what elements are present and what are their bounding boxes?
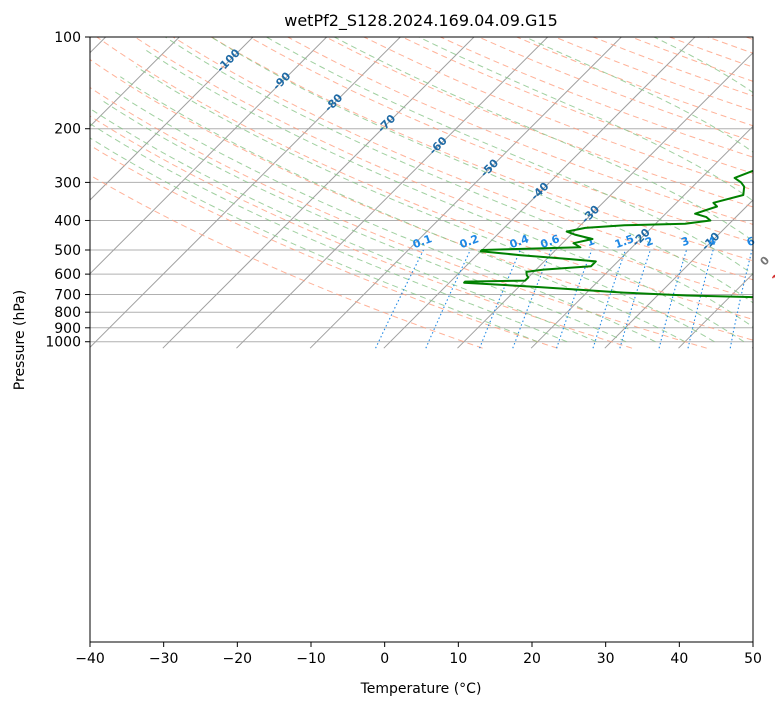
x-tick-label: 50 [744,651,762,667]
isotherm-line [90,37,328,275]
mixing-ratio-label: 3 [680,234,692,249]
mixing-ratio-label: 0.2 [458,232,481,251]
mixing-ratio-label: 0.1 [411,232,434,251]
dry-adiabat-line [249,37,753,243]
isotherm-line [751,346,753,349]
y-tick-label: 200 [54,122,81,138]
mixing-ratio-line [658,249,688,349]
moist-adiabat-line [266,37,753,276]
x-tick-label: 10 [449,651,467,667]
x-tick-label: −30 [149,651,179,667]
moist-adiabat-line [99,98,627,343]
background-lines [90,37,753,349]
mixing-ratio-line [479,249,521,349]
profile-series [463,121,753,299]
x-axis-label: Temperature (°C) [360,681,482,697]
mixing-ratio-label: 8 [774,234,775,249]
moist-adiabat-line [334,37,753,242]
mixing-ratio-label: 1 [585,234,597,249]
y-tick-label: 500 [54,243,81,259]
mixing-ratio-labels: 0.10.20.40.611.52346810131620253036 [411,232,775,251]
x-axis-ticks: −40 −30 −20 −10 0 10 20 30 40 50 [75,642,762,667]
x-tick-label: −10 [296,651,326,667]
isotherm-label: 0 [758,254,773,269]
dry-adiabat-line [134,37,753,300]
mixing-ratio-label: 0.4 [508,232,531,251]
isotherm-line [383,37,696,349]
x-tick-label: −20 [223,651,253,667]
mixing-ratio-line [556,249,593,349]
moist-adiabat-line [90,137,538,343]
y-tick-label: 100 [54,30,81,46]
mixing-ratio-label: 4 [706,234,718,249]
x-tick-label: 20 [523,651,541,667]
mixing-ratio-label: 2 [643,234,655,249]
isotherm-line [457,51,753,349]
x-tick-label: 40 [670,651,688,667]
isotherm-line [530,125,753,349]
dry-adiabat-line [172,37,753,281]
y-tick-label: 300 [54,175,81,191]
y-tick-label: 1000 [45,335,81,351]
y-axis-label: Pressure (hPa) [12,290,28,390]
dry-adiabat-line [90,174,483,349]
y-tick-label: 700 [54,288,81,304]
moist-adiabat-line [120,76,686,343]
isotherm-line [604,199,753,349]
moist-adiabat-line [135,66,715,343]
mixing-ratio-label: 6 [745,234,757,249]
x-tick-label: −40 [75,651,105,667]
dry-adiabat-line [90,115,633,349]
moist-adiabat-line [90,107,597,343]
mixing-ratio-line [592,249,627,349]
mixing-ratio-line [619,249,651,349]
isotherm-line [309,37,622,349]
y-tick-label: 400 [54,213,81,229]
chart-title: wetPf2_S128.2024.169.04.09.G15 [284,11,558,31]
dry-adiabat-line [363,37,753,191]
isotherm-line [162,37,475,349]
y-tick-label: 800 [54,305,81,321]
mixing-ratio-line [729,249,753,349]
mixing-ratio-label: 1.5 [613,232,636,251]
isotherm-line [90,37,254,201]
dewpoint-profile-line [463,121,753,299]
mixing-ratio-line [512,249,552,349]
isotherm-line [90,37,180,128]
x-tick-label: 0 [380,651,389,667]
plot-area-background [90,37,753,642]
plot-frame [89,36,754,643]
dry-adiabat-line [90,86,707,349]
y-tick-label: 900 [54,321,81,337]
mixing-ratio-line [687,249,714,349]
mixing-ratio-label: 0.6 [539,232,562,251]
dry-adiabat-line [90,144,558,349]
x-tick-label: 30 [597,651,615,667]
moist-adiabat-label: 10 [769,266,775,286]
dry-adiabat-line [90,58,753,341]
isotherm-line [236,37,549,349]
y-tick-label: 600 [54,267,81,283]
moist-adiabat-line [165,37,753,328]
moist-adiabat-line [90,123,568,343]
isotherm-line [90,37,401,349]
moist-adiabat-line [144,49,745,343]
mixing-ratio-line [425,249,471,349]
mixing-ratio-line [375,249,424,349]
